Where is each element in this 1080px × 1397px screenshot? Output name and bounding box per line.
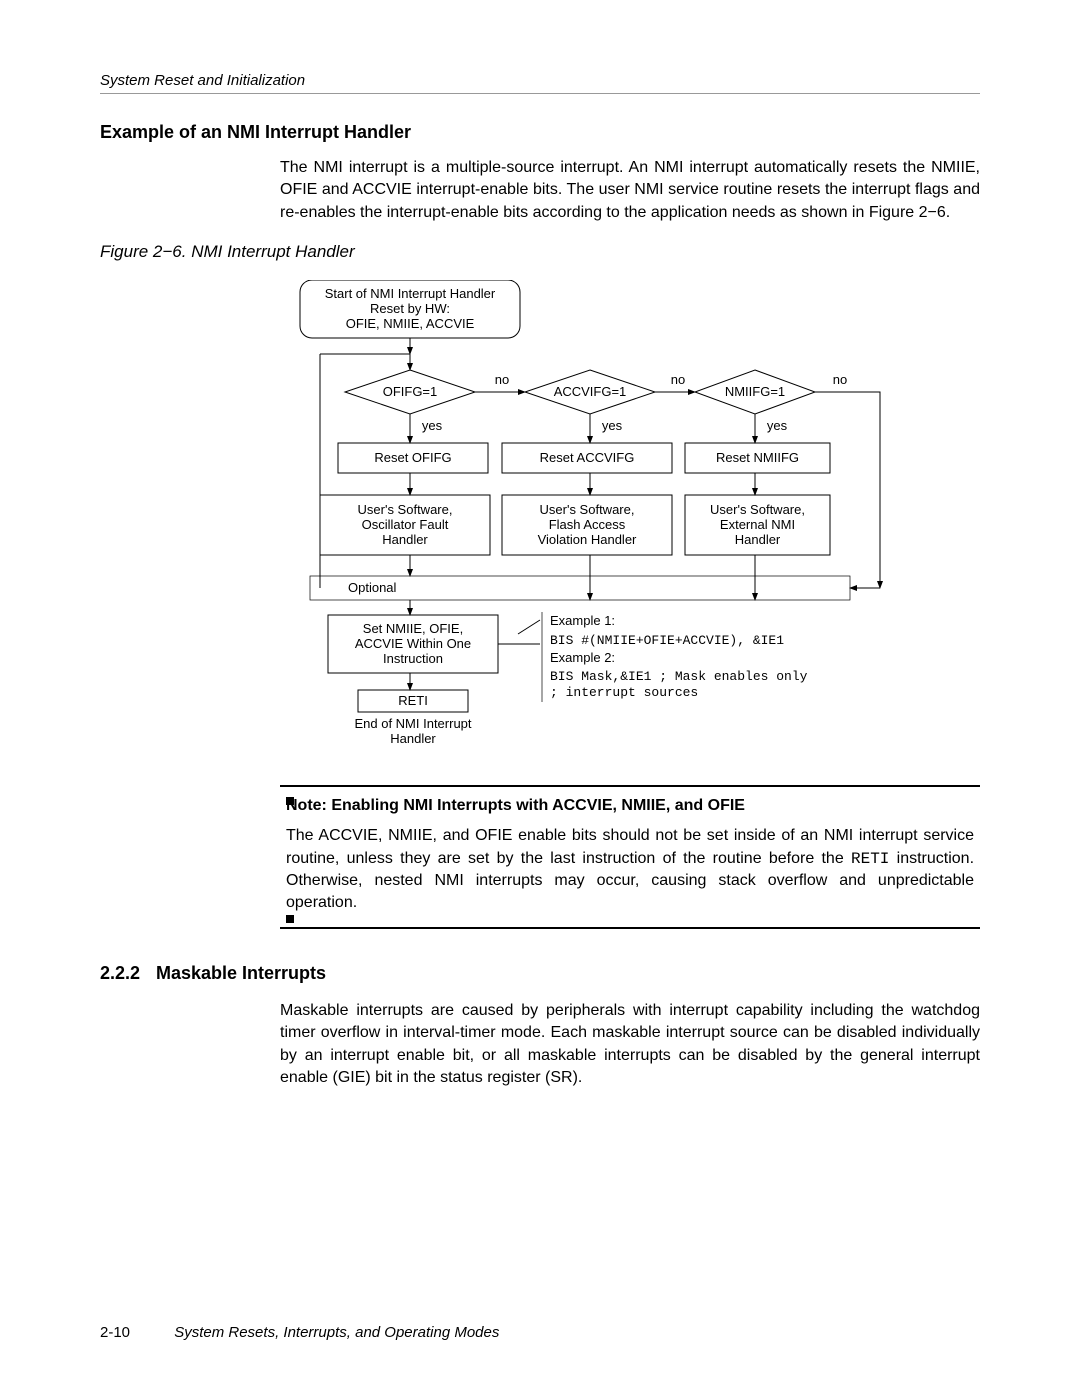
svg-text:yes: yes bbox=[767, 418, 788, 433]
svg-text:User's Software,: User's Software, bbox=[710, 502, 805, 517]
svg-text:External NMI: External NMI bbox=[720, 517, 795, 532]
svg-text:NMIIFG=1: NMIIFG=1 bbox=[725, 384, 785, 399]
svg-text:yes: yes bbox=[422, 418, 443, 433]
svg-text:Reset ACCVIFG: Reset ACCVIFG bbox=[540, 450, 635, 465]
note-title: Note: Enabling NMI Interrupts with ACCVI… bbox=[286, 797, 974, 815]
section-heading-nmi: Example of an NMI Interrupt Handler bbox=[100, 122, 980, 143]
svg-text:Handler: Handler bbox=[382, 532, 428, 547]
svg-text:ACCVIE Within One: ACCVIE Within One bbox=[355, 636, 471, 651]
note-body: The ACCVIE, NMIIE, and OFIE enable bits … bbox=[286, 825, 974, 915]
flowchart-figure: Start of NMI Interrupt HandlerReset by H… bbox=[280, 280, 980, 765]
svg-text:Optional: Optional bbox=[348, 580, 397, 595]
svg-text:Flash Access: Flash Access bbox=[549, 517, 626, 532]
svg-text:User's Software,: User's Software, bbox=[358, 502, 453, 517]
svg-text:no: no bbox=[671, 372, 685, 387]
svg-text:yes: yes bbox=[602, 418, 623, 433]
svg-text:Handler: Handler bbox=[735, 532, 781, 547]
svg-text:Start of NMI Interrupt Handler: Start of NMI Interrupt Handler bbox=[325, 286, 496, 301]
section2-para: Maskable interrupts are caused by periph… bbox=[280, 1000, 980, 1090]
svg-text:no: no bbox=[833, 372, 847, 387]
page-number: 2-10 bbox=[100, 1324, 130, 1341]
svg-text:Example 1:: Example 1: bbox=[550, 613, 615, 628]
svg-text:BIS #(NMIIE+OFIE+ACCVIE), &IE1: BIS #(NMIIE+OFIE+ACCVIE), &IE1 bbox=[550, 633, 784, 648]
svg-text:User's Software,: User's Software, bbox=[540, 502, 635, 517]
svg-text:Example 2:: Example 2: bbox=[550, 650, 615, 665]
section-heading-maskable: 2.2.2Maskable Interrupts bbox=[100, 963, 980, 984]
section-number: 2.2.2 bbox=[100, 963, 156, 984]
svg-text:Violation Handler: Violation Handler bbox=[538, 532, 637, 547]
footer-title: System Resets, Interrupts, and Operating… bbox=[174, 1324, 499, 1341]
svg-text:Reset OFIFG: Reset OFIFG bbox=[374, 450, 451, 465]
section-title: Maskable Interrupts bbox=[156, 963, 326, 983]
svg-text:OFIFG=1: OFIFG=1 bbox=[383, 384, 438, 399]
svg-text:no: no bbox=[495, 372, 509, 387]
svg-text:End of NMI Interrupt: End of NMI Interrupt bbox=[354, 716, 471, 731]
svg-text:Set NMIIE, OFIE,: Set NMIIE, OFIE, bbox=[363, 621, 463, 636]
svg-text:Handler: Handler bbox=[390, 731, 436, 746]
note-body-code: RETI bbox=[851, 850, 889, 868]
svg-text:Reset NMIIFG: Reset NMIIFG bbox=[716, 450, 799, 465]
svg-text:BIS Mask,&IE1 ; Mask enables: BIS Mask,&IE1 ; Mask enables only bbox=[550, 669, 808, 684]
svg-text:Reset by HW:: Reset by HW: bbox=[370, 301, 450, 316]
figure-caption: Figure 2−6. NMI Interrupt Handler bbox=[100, 242, 980, 262]
section1-para: The NMI interrupt is a multiple-source i… bbox=[280, 157, 980, 224]
svg-text:OFIE, NMIIE, ACCVIE: OFIE, NMIIE, ACCVIE bbox=[346, 316, 475, 331]
note-box: Note: Enabling NMI Interrupts with ACCVI… bbox=[280, 785, 980, 929]
running-header: System Reset and Initialization bbox=[100, 72, 980, 94]
svg-text:Instruction: Instruction bbox=[383, 651, 443, 666]
page-footer: 2-10 System Resets, Interrupts, and Oper… bbox=[100, 1324, 499, 1341]
svg-text:; interrupt sources: ; interrupt sources bbox=[550, 685, 698, 700]
svg-text:ACCVIFG=1: ACCVIFG=1 bbox=[554, 384, 627, 399]
svg-text:Oscillator Fault: Oscillator Fault bbox=[362, 517, 449, 532]
svg-text:RETI: RETI bbox=[398, 693, 428, 708]
flowchart-svg: Start of NMI Interrupt HandlerReset by H… bbox=[280, 280, 960, 760]
